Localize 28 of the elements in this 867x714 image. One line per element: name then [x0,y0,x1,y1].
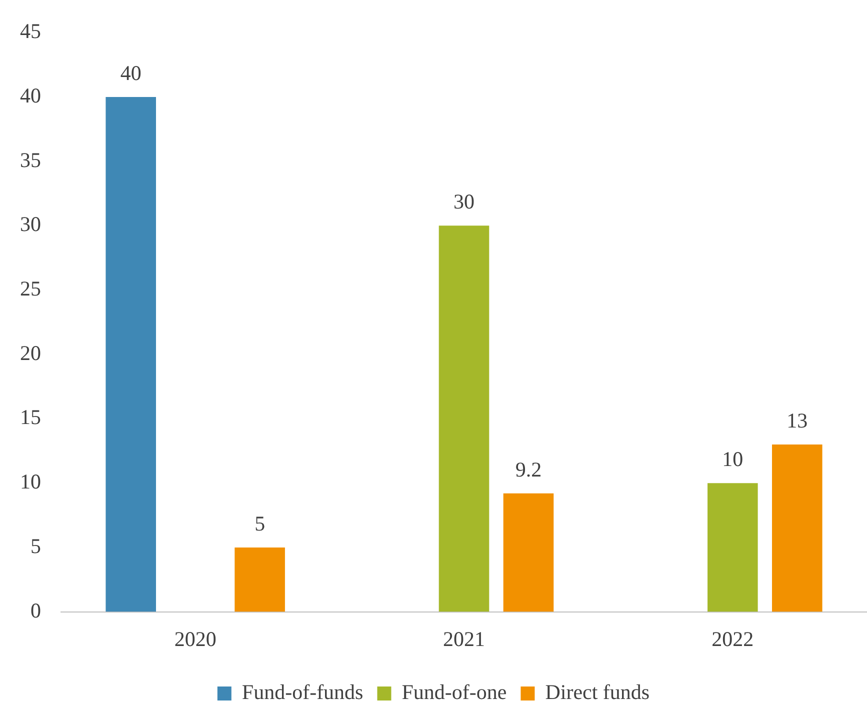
bar [234,547,285,612]
y-tick-label: 30 [20,212,41,236]
y-tick-label: 0 [30,598,41,622]
bar [503,493,554,612]
data-label: 10 [722,447,744,472]
bar [772,444,822,612]
data-label: 9.2 [515,457,542,482]
y-tick-label: 35 [20,148,41,172]
x-tick-label: 2022 [712,626,754,651]
bar [438,226,490,612]
data-label: 13 [786,408,808,432]
data-label: 40 [120,60,142,85]
bar [708,483,758,612]
y-tick-label: 25 [20,276,41,301]
y-tick-label: 20 [20,340,41,365]
y-tick-label: 5 [30,534,41,558]
legend-label: Fund-of-one [402,680,507,704]
legend-label: Direct funds [545,680,650,704]
y-tick-label: 40 [20,83,41,108]
data-label: 5 [254,511,266,536]
legend-label: Fund-of-funds [242,680,364,704]
x-tick-label: 2020 [174,626,216,651]
y-tick-label: 10 [20,470,41,494]
data-label: 30 [454,190,474,214]
x-tick-label: 2021 [443,626,485,651]
bar [106,96,156,612]
y-tick-label: 15 [20,405,41,430]
y-tick-label: 45 [20,19,41,44]
